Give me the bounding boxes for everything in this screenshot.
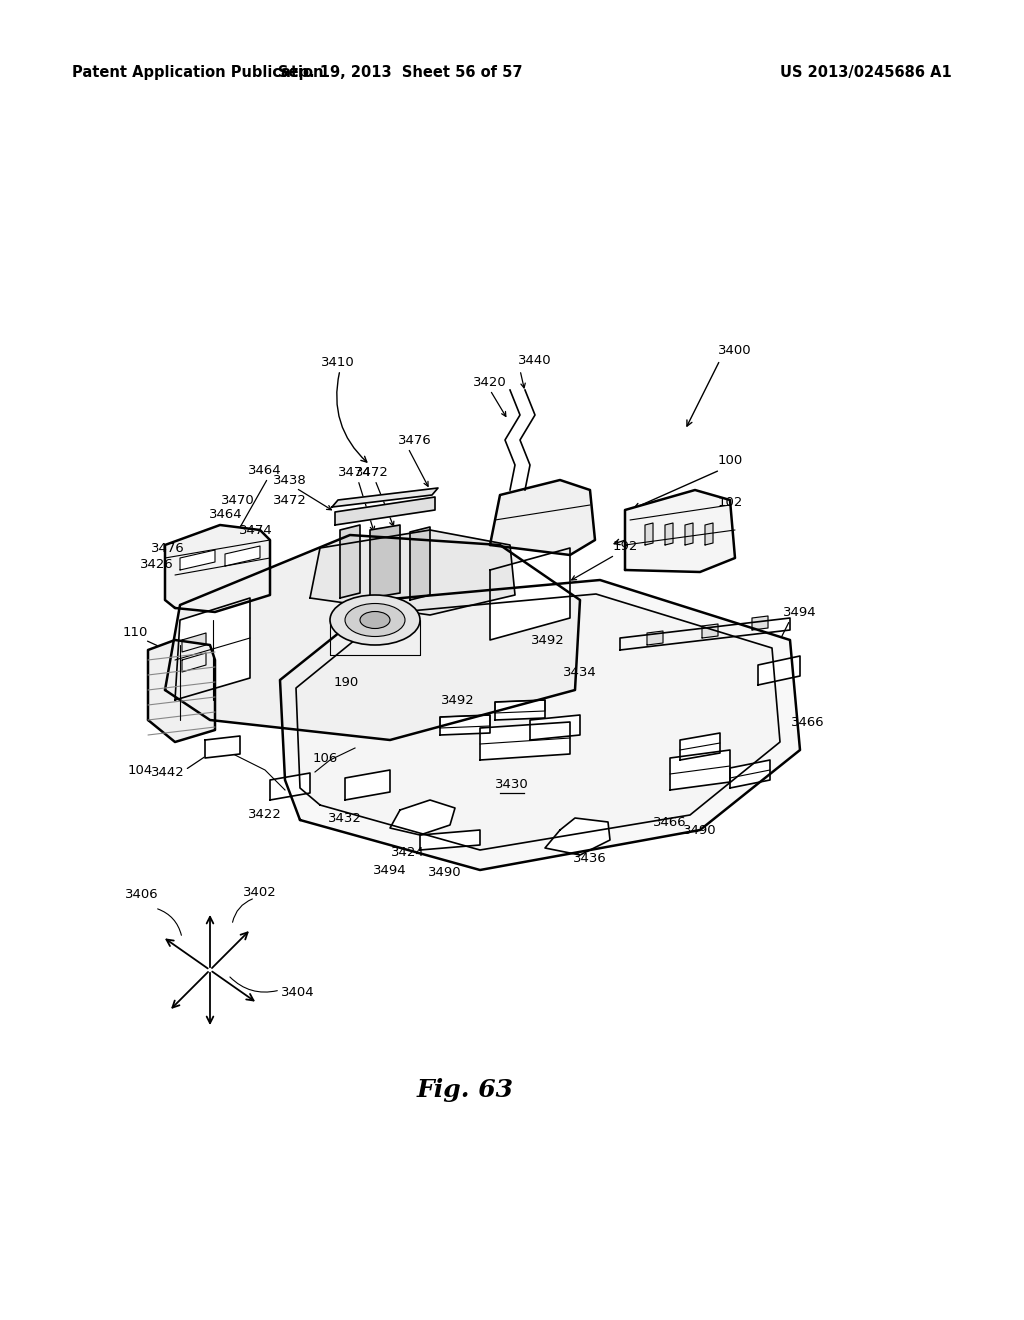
Text: 3472: 3472 <box>273 494 307 507</box>
Text: 3406: 3406 <box>125 888 159 902</box>
Text: 3424: 3424 <box>391 846 425 859</box>
Polygon shape <box>335 498 435 525</box>
Polygon shape <box>680 733 720 760</box>
Text: 3466: 3466 <box>653 816 687 829</box>
Text: 3464: 3464 <box>248 463 282 477</box>
Text: 190: 190 <box>334 676 358 689</box>
Text: 3404: 3404 <box>282 986 314 998</box>
Polygon shape <box>175 598 250 700</box>
Polygon shape <box>530 715 580 741</box>
Text: 3490: 3490 <box>683 824 717 837</box>
Text: 3436: 3436 <box>573 851 607 865</box>
Polygon shape <box>370 525 400 598</box>
Polygon shape <box>495 700 545 719</box>
Polygon shape <box>165 525 270 612</box>
Text: 3492: 3492 <box>441 693 475 706</box>
Text: 3464: 3464 <box>209 508 243 521</box>
Text: 3442: 3442 <box>152 766 185 779</box>
Polygon shape <box>625 490 735 572</box>
Polygon shape <box>440 715 490 735</box>
Text: 104: 104 <box>127 763 153 776</box>
Text: 3474: 3474 <box>338 466 372 479</box>
Polygon shape <box>310 531 515 615</box>
Text: 3422: 3422 <box>248 808 282 821</box>
Polygon shape <box>225 546 260 566</box>
Polygon shape <box>705 523 713 545</box>
Polygon shape <box>410 527 430 601</box>
Ellipse shape <box>345 603 406 636</box>
Polygon shape <box>390 800 455 836</box>
Polygon shape <box>685 523 693 545</box>
Text: 3426: 3426 <box>140 557 174 570</box>
Polygon shape <box>490 548 570 640</box>
Text: 3494: 3494 <box>373 863 407 876</box>
Text: Fig. 63: Fig. 63 <box>417 1078 513 1102</box>
Text: 3466: 3466 <box>792 717 824 730</box>
Text: 3410: 3410 <box>322 355 355 368</box>
Text: 3472: 3472 <box>355 466 389 479</box>
Text: 3470: 3470 <box>221 494 255 507</box>
Polygon shape <box>280 579 800 870</box>
Text: US 2013/0245686 A1: US 2013/0245686 A1 <box>780 65 951 79</box>
Text: 192: 192 <box>612 540 638 553</box>
Text: 3402: 3402 <box>243 886 276 899</box>
Polygon shape <box>752 616 768 630</box>
Polygon shape <box>758 656 800 685</box>
Text: 3490: 3490 <box>428 866 462 879</box>
Polygon shape <box>702 624 718 638</box>
Polygon shape <box>345 770 390 800</box>
Polygon shape <box>148 640 215 742</box>
Polygon shape <box>165 535 580 741</box>
Polygon shape <box>730 760 770 788</box>
Polygon shape <box>480 722 570 760</box>
Text: 3432: 3432 <box>328 812 361 825</box>
Polygon shape <box>340 525 360 598</box>
Text: 3420: 3420 <box>473 375 507 388</box>
Text: 3438: 3438 <box>273 474 307 487</box>
Text: 3492: 3492 <box>531 634 565 647</box>
Text: Patent Application Publication: Patent Application Publication <box>72 65 324 79</box>
Text: 102: 102 <box>718 495 742 508</box>
Polygon shape <box>332 488 438 507</box>
Text: 3476: 3476 <box>398 433 432 446</box>
Polygon shape <box>490 480 595 554</box>
Text: 3430: 3430 <box>496 779 528 792</box>
Text: 3474: 3474 <box>240 524 272 536</box>
Text: 106: 106 <box>312 751 338 764</box>
Polygon shape <box>182 634 206 652</box>
Text: 3400: 3400 <box>718 343 752 356</box>
Polygon shape <box>670 750 730 789</box>
Text: 3440: 3440 <box>518 354 552 367</box>
Text: 110: 110 <box>122 626 147 639</box>
Polygon shape <box>647 631 663 645</box>
Polygon shape <box>645 523 653 545</box>
Text: 3494: 3494 <box>783 606 817 619</box>
Polygon shape <box>205 737 240 758</box>
Ellipse shape <box>360 611 390 628</box>
Polygon shape <box>420 830 480 850</box>
Polygon shape <box>270 774 310 800</box>
Polygon shape <box>182 653 206 672</box>
Polygon shape <box>665 523 673 545</box>
Polygon shape <box>296 594 780 850</box>
Ellipse shape <box>330 595 420 645</box>
Text: 3434: 3434 <box>563 665 597 678</box>
Text: 3476: 3476 <box>152 541 185 554</box>
Text: Sep. 19, 2013  Sheet 56 of 57: Sep. 19, 2013 Sheet 56 of 57 <box>278 65 522 79</box>
Polygon shape <box>545 818 610 855</box>
Text: 100: 100 <box>718 454 742 466</box>
Polygon shape <box>180 550 215 570</box>
